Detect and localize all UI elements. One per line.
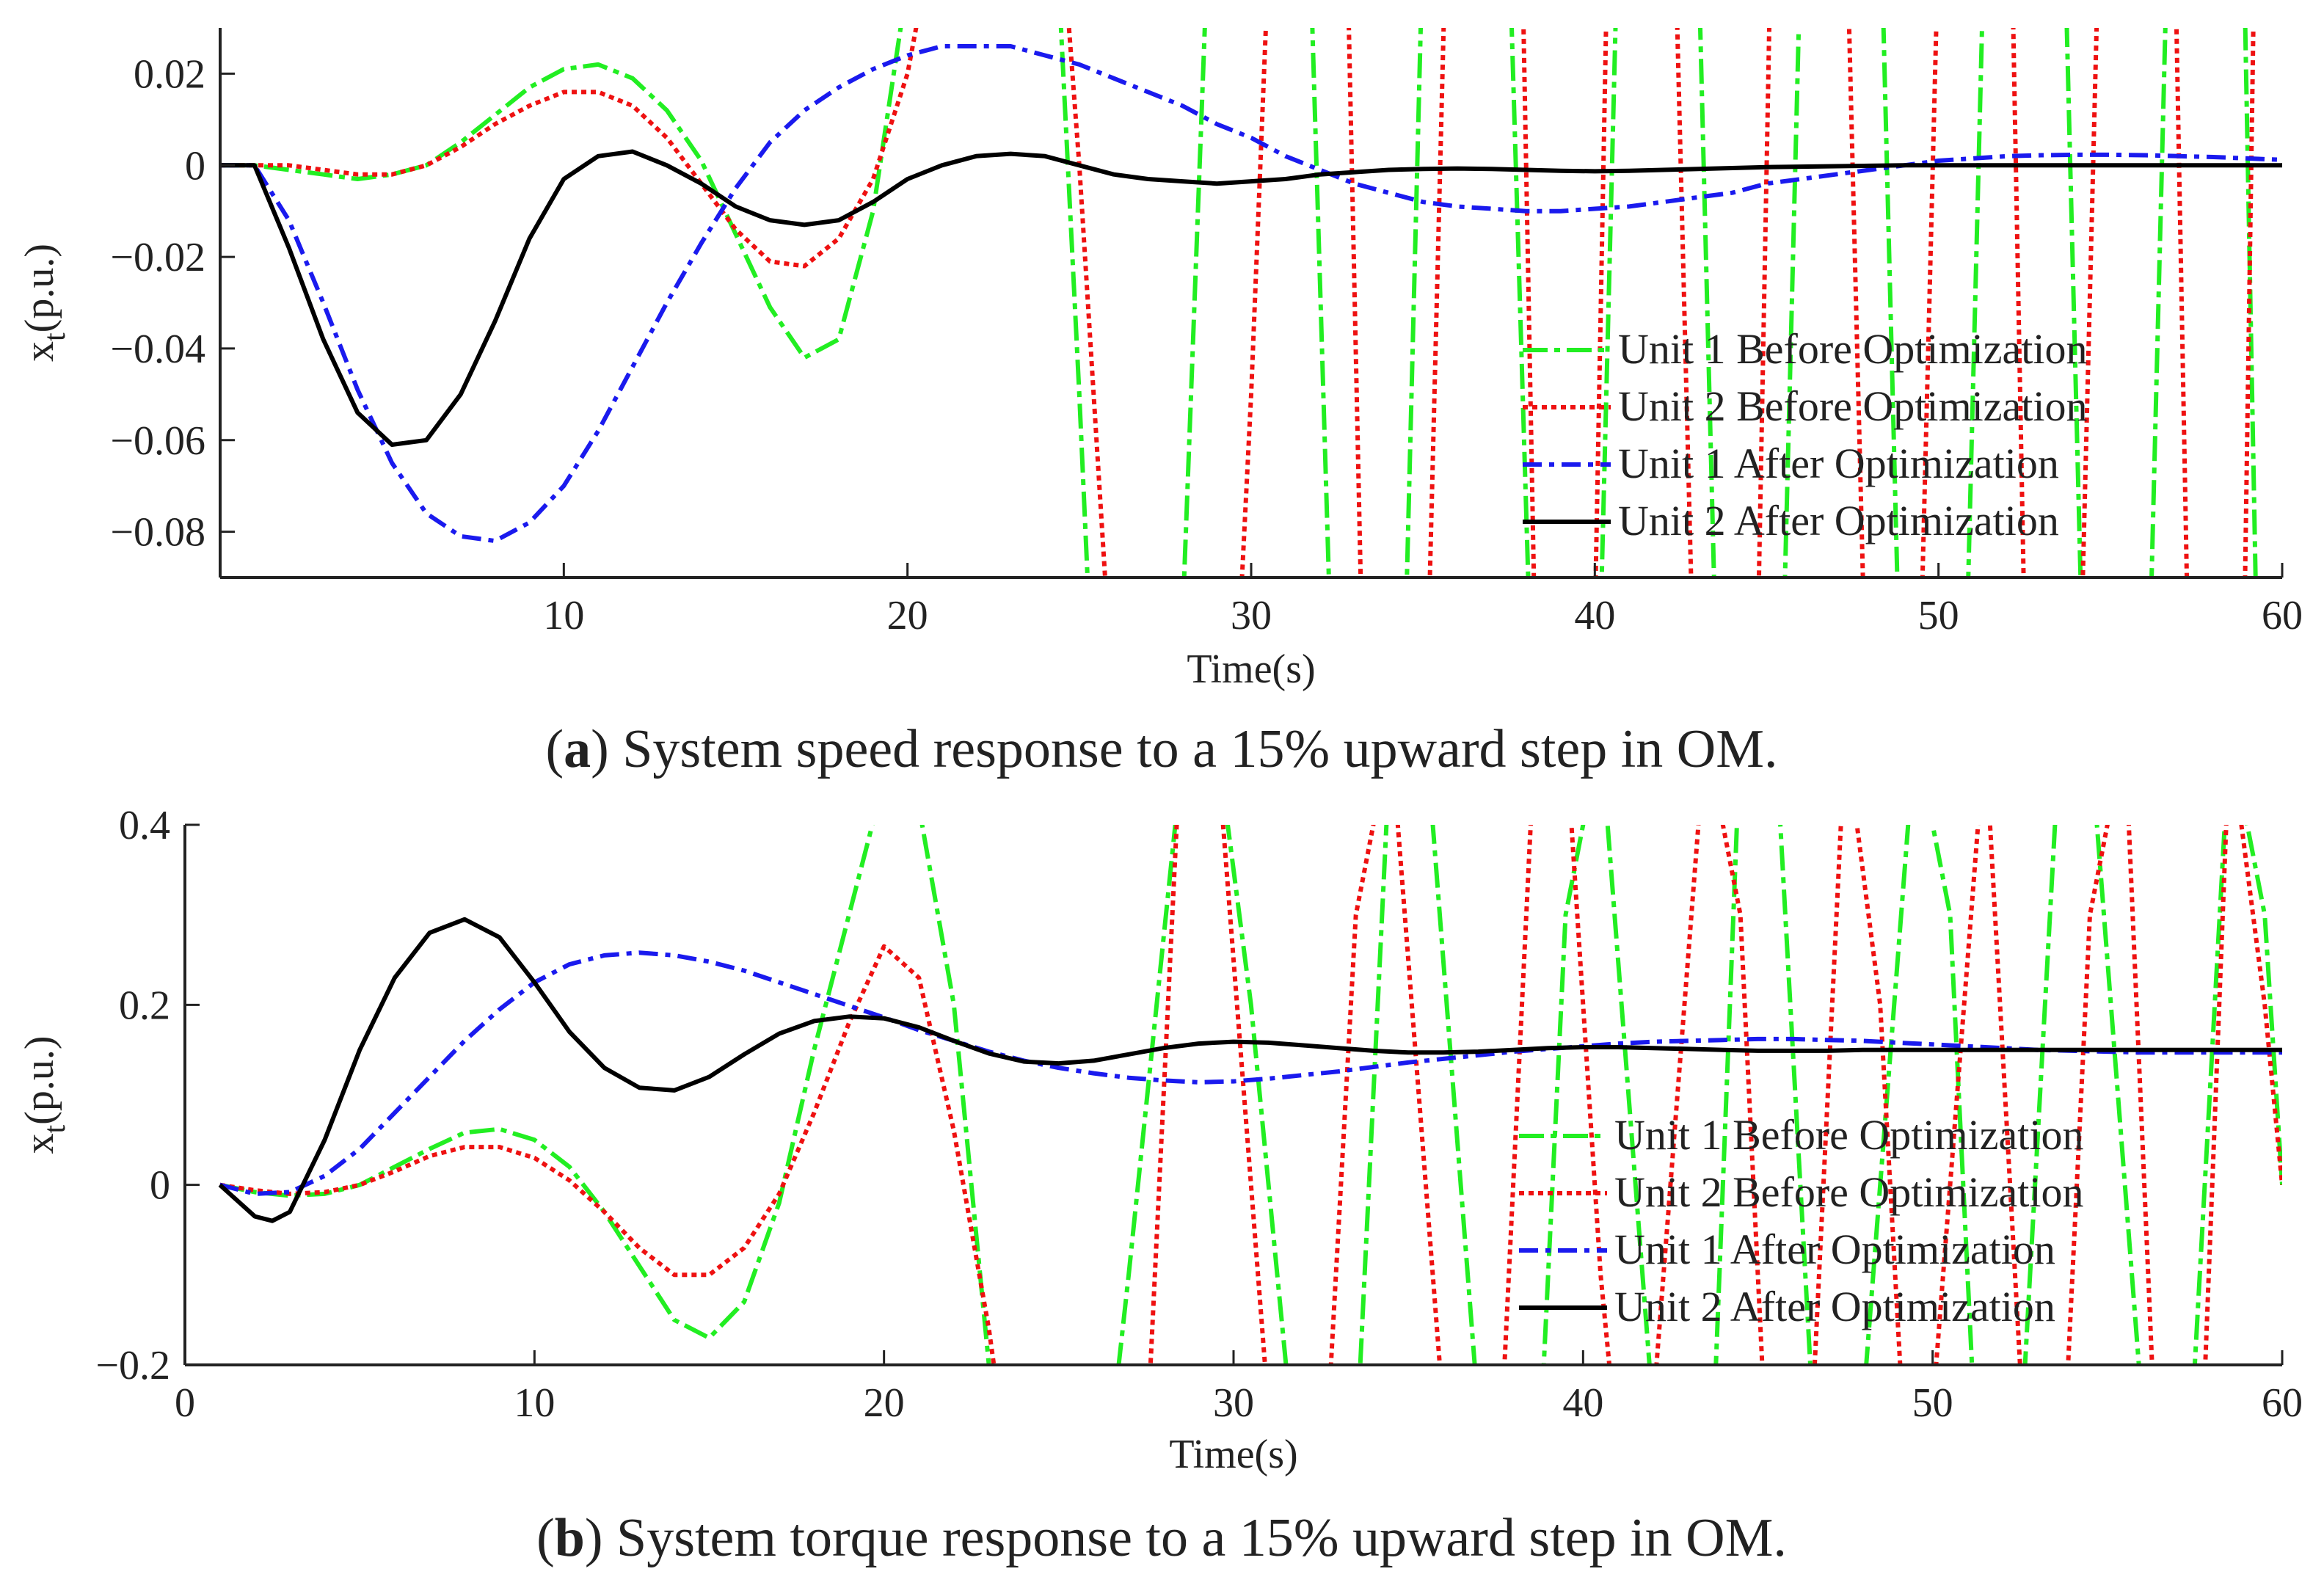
series-group bbox=[218, 825, 2282, 1365]
caption-open-paren: ( bbox=[536, 1508, 555, 1568]
legend-label: Unit 1 After Optimization bbox=[1618, 440, 2059, 487]
legend: Unit 1 Before Optimization Unit 2 Before … bbox=[1523, 325, 2087, 544]
x-tick-label: 50 bbox=[1918, 593, 1959, 638]
legend-label: Unit 2 After Optimization bbox=[1614, 1283, 2055, 1330]
legend-label: Unit 2 Before Optimization bbox=[1618, 382, 2087, 430]
x-tick-label: 20 bbox=[887, 593, 928, 638]
caption-text: ) System speed response to a 15% upward … bbox=[591, 719, 1777, 779]
caption-open-paren: ( bbox=[545, 719, 564, 779]
caption-text: ) System torque response to a 15% upward… bbox=[585, 1508, 1787, 1568]
x-axis-title: Time(s) bbox=[1169, 1432, 1297, 1477]
legend: Unit 1 Before Optimization Unit 2 Before … bbox=[1519, 1111, 2083, 1330]
y-axis-title-unit: (p.u.) bbox=[17, 1036, 62, 1125]
series-group bbox=[220, 28, 2282, 578]
y-tick-label: 0 bbox=[185, 143, 205, 189]
y-axis-title: xt(p.u.) bbox=[17, 1036, 72, 1154]
y-tick-label: 0 bbox=[150, 1163, 170, 1209]
x-tick-label: 60 bbox=[2262, 593, 2303, 638]
series-line-unit-1-after-optimization bbox=[219, 950, 2282, 1196]
y-tick-label: −0.08 bbox=[110, 510, 205, 556]
chart-panel-b: 0 10 20 30 40 50 600.40.20−0.2Time(s)xt(p.u.)U… bbox=[17, 803, 2303, 1568]
x-tick-label: 30 bbox=[1231, 593, 1272, 638]
chart-panel-a: 10 20 30 40 50 60 0.02 0 −0.02 −0.04 −0.06 −0.08 Tim… bbox=[17, 28, 2303, 779]
series-line-unit-2-before-optimization bbox=[220, 28, 2256, 578]
x-tick-label: 50 bbox=[1912, 1380, 1953, 1426]
figure-caption: (b) System torque response to a 15% upwa… bbox=[536, 1508, 1787, 1568]
x-axis-title: Time(s) bbox=[1187, 647, 1315, 692]
legend-label: Unit 1 After Optimization bbox=[1614, 1225, 2055, 1273]
series-line-unit-2-after-optimization bbox=[220, 149, 2282, 447]
legend-label: Unit 2 After Optimization bbox=[1618, 497, 2059, 544]
y-tick-label: 0.02 bbox=[134, 51, 205, 97]
x-tick-label: 60 bbox=[2262, 1380, 2303, 1426]
y-axis-title-sub: t bbox=[38, 1124, 72, 1133]
legend-label: Unit 2 Before Optimization bbox=[1614, 1168, 2083, 1216]
x-tick-label: 10 bbox=[543, 593, 584, 638]
series-line-unit-2-before-optimization bbox=[219, 825, 2282, 1365]
x-tick-label: 10 bbox=[514, 1380, 555, 1426]
y-tick-label: −0.2 bbox=[95, 1343, 170, 1388]
caption-letter: b bbox=[555, 1508, 585, 1568]
y-axis-title: xt(p.u.) bbox=[17, 244, 72, 362]
figure-caption: (a) System speed response to a 15% upwar… bbox=[545, 719, 1777, 779]
x-tick-label: 30 bbox=[1213, 1380, 1254, 1426]
y-tick-label: 0.4 bbox=[119, 803, 170, 848]
legend-label: Unit 1 Before Optimization bbox=[1614, 1111, 2083, 1159]
series-line-unit-1-after-optimization bbox=[220, 44, 2282, 544]
y-axis-title-var: x bbox=[17, 1133, 62, 1154]
x-tick-label: 40 bbox=[1574, 593, 1615, 638]
y-tick-label: 0.2 bbox=[119, 983, 170, 1028]
x-tick-label: 0 bbox=[175, 1380, 195, 1426]
legend-label: Unit 1 Before Optimization bbox=[1618, 325, 2087, 373]
x-tick-label: 40 bbox=[1562, 1380, 1603, 1426]
x-tick-label: 20 bbox=[864, 1380, 905, 1426]
y-axis-title-unit: (p.u.) bbox=[17, 244, 62, 332]
caption-letter: a bbox=[564, 719, 591, 779]
series-line-unit-1-before-optimization bbox=[219, 825, 2282, 1365]
y-axis-title-var: x bbox=[17, 341, 62, 362]
y-tick-label: −0.02 bbox=[110, 235, 205, 280]
y-tick-label: −0.06 bbox=[110, 418, 205, 464]
y-axis-title-sub: t bbox=[38, 332, 72, 341]
series-line-unit-2-after-optimization bbox=[218, 917, 2282, 1223]
y-tick-label: −0.04 bbox=[110, 327, 205, 372]
